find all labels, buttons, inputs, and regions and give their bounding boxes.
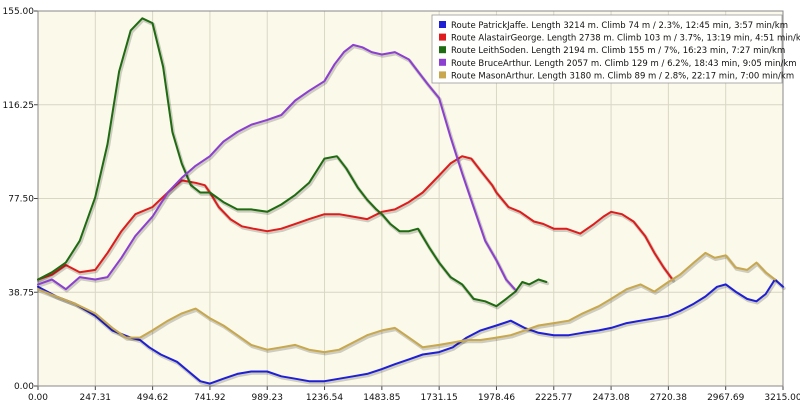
legend-label: Route LeithSoden. Length 2194 m. Climb 1… <box>451 46 785 56</box>
x-tick-label: 3215.00 <box>764 393 800 403</box>
y-tick-label: 38.75 <box>8 288 34 298</box>
legend-swatch <box>439 33 446 41</box>
plot-frame <box>37 10 784 387</box>
y-tick-label: 77.50 <box>8 195 34 205</box>
x-tick-label: 2473.08 <box>592 393 629 403</box>
y-tick-label: 0.00 <box>14 382 34 392</box>
legend-label: Route MasonArthur. Length 3180 m. Climb … <box>451 71 794 81</box>
x-tick-label: 741.92 <box>194 393 226 403</box>
x-tick-label: 1483.85 <box>363 393 400 403</box>
x-tick-label: 2225.77 <box>535 393 572 403</box>
y-tick-label: 116.25 <box>3 101 35 111</box>
x-tick-label: 1731.15 <box>421 393 458 403</box>
series-line-4 <box>37 251 776 354</box>
x-tick-label: 0.00 <box>28 393 48 403</box>
x-tick-label: 1978.46 <box>478 393 515 403</box>
legend-swatch <box>439 21 446 28</box>
legend: Route PatrickJaffe. Length 3214 m. Climb… <box>431 14 800 84</box>
series-line-2 <box>37 17 548 308</box>
axes: 0.00 247.31 494.62 741.92 989.23 1236.54 1483.… <box>3 7 800 403</box>
series-group <box>37 17 786 387</box>
legend-swatch <box>439 71 446 79</box>
x-tick-label: 2720.38 <box>650 393 687 403</box>
x-tick-label: 494.62 <box>137 393 169 403</box>
x-tick-label: 1236.54 <box>306 393 343 403</box>
x-tick-label: 2967.69 <box>707 393 744 403</box>
legend-swatch <box>439 58 446 66</box>
series-line-0 <box>37 278 784 385</box>
series-shadow-4 <box>37 252 778 356</box>
x-tick-label: 247.31 <box>80 393 112 403</box>
legend-label: Route BruceArthur. Length 2057 m. Climb … <box>451 59 797 69</box>
series-shadow-2 <box>37 18 550 310</box>
y-tick-label: 155.00 <box>3 7 35 17</box>
legend-box <box>431 14 783 84</box>
legend-swatch <box>439 46 446 54</box>
legend-label: Route PatrickJaffe. Length 3214 m. Climb… <box>451 21 788 31</box>
x-tick-label: 989.23 <box>251 393 283 403</box>
legend-label: Route AlastairGeorge. Length 2738 m. Cli… <box>451 34 800 44</box>
series-line-1 <box>37 155 674 281</box>
series-line-3 <box>37 43 516 291</box>
